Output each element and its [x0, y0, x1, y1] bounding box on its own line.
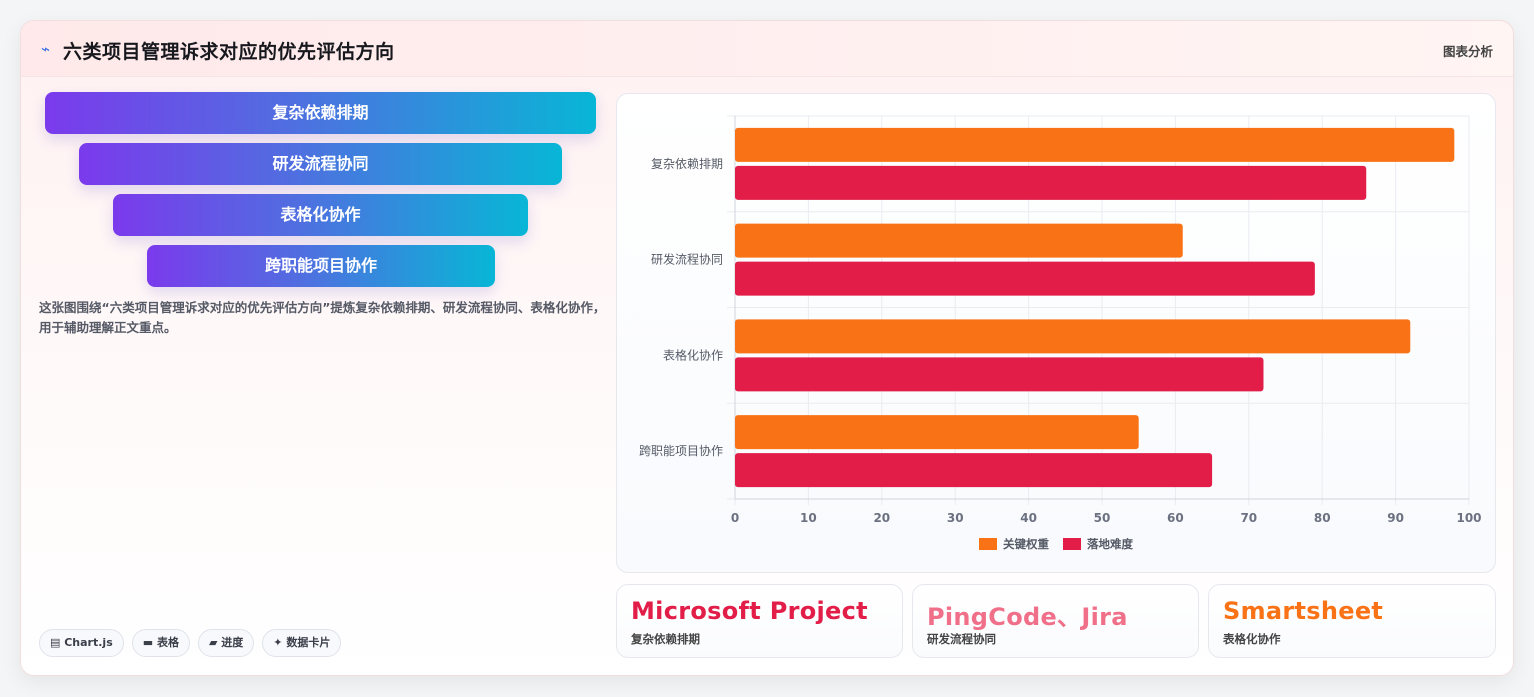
x-tick-label: 90	[1387, 511, 1404, 525]
tag-chartjs[interactable]: ▤ Chart.js	[39, 629, 124, 657]
stat-label: 表格化协作	[1223, 632, 1281, 646]
funnel-level-1: 复杂依赖排期	[45, 92, 596, 134]
legend-swatch	[1063, 538, 1081, 550]
bar-difficulty	[735, 453, 1213, 488]
bar-difficulty	[735, 261, 1315, 296]
x-tick-label: 50	[1094, 511, 1111, 525]
stat-label: 研发流程协同	[927, 632, 996, 646]
tag-list: ▤ Chart.js ▬ 表格 ▰ 进度 ✦ 数据卡片	[39, 629, 342, 657]
x-tick-label: 60	[1167, 511, 1184, 525]
sparkle-icon: ✦	[273, 636, 287, 649]
x-tick-label: 80	[1314, 511, 1331, 525]
y-category-label: 研发流程协同	[651, 252, 723, 267]
legend-label: 关键权重	[1003, 537, 1049, 551]
legend-label: 落地难度	[1087, 537, 1133, 551]
chart-panel: 0 10 20 30 40 50 60 70 80 90 100 复杂依赖排期 研发流程协同表格化协作跨…	[616, 93, 1496, 573]
funnel-level-2: 研发流程协同	[79, 143, 562, 185]
bar-chart: 0 10 20 30 40 50 60 70 80 90 100 复杂依赖排期研发流程协同表格化协作跨…	[639, 115, 1482, 551]
card-header: ⌁ 六类项目管理诉求对应的优先评估方向 图表分析	[21, 21, 1513, 77]
stat-card-1: Microsoft Project 复杂依赖排期	[616, 584, 903, 658]
page-title: 六类项目管理诉求对应的优先评估方向	[63, 41, 395, 63]
stat-value: Microsoft Project	[631, 597, 868, 625]
sparkline-icon: ⌁	[41, 40, 51, 58]
legend-swatch	[979, 538, 997, 550]
bar-key-weight	[735, 223, 1183, 258]
bar-difficulty	[735, 357, 1264, 392]
bar-difficulty	[735, 165, 1367, 200]
stat-label: 复杂依赖排期	[631, 632, 700, 646]
chart-analysis-link[interactable]: 图表分析	[1442, 44, 1493, 59]
x-tick-label: 70	[1240, 511, 1257, 525]
x-tick-label: 20	[873, 511, 890, 525]
y-category-label: 表格化协作	[663, 347, 723, 362]
tag-data-card[interactable]: ✦ 数据卡片	[262, 629, 342, 657]
chart-description: 这张图围绕“六类项目管理诉求对应的优先评估方向”提炼复杂依赖排期、研发流程协同、…	[39, 300, 606, 335]
stat-value: Smartsheet	[1223, 597, 1384, 625]
tag-progress[interactable]: ▰ 进度	[197, 629, 255, 657]
x-tick-label: 10	[800, 511, 817, 525]
funnel-level-4: 跨职能项目协作	[147, 245, 495, 287]
table-icon: ▬	[142, 636, 157, 649]
bar-key-weight	[735, 415, 1139, 450]
stat-value: PingCode、Jira	[927, 603, 1128, 631]
x-tick-label: 0	[731, 511, 739, 525]
x-tick-label: 100	[1456, 511, 1481, 525]
bar-key-weight	[735, 127, 1455, 162]
stat-card-2: PingCode、Jira 研发流程协同	[912, 584, 1199, 658]
x-tick-label: 40	[1020, 511, 1037, 525]
tag-table[interactable]: ▬ 表格	[131, 629, 190, 657]
main-card: ⌁ 六类项目管理诉求对应的优先评估方向 图表分析 复杂依赖排期 研发流程协同 表…	[20, 20, 1514, 676]
x-tick-label: 30	[947, 511, 964, 525]
stat-card-3: Smartsheet 表格化协作	[1208, 584, 1496, 658]
y-category-label: 复杂依赖排期	[651, 156, 723, 171]
funnel-level-3: 表格化协作	[113, 194, 528, 236]
bar-key-weight	[735, 319, 1411, 354]
chart-icon: ▤	[50, 636, 65, 649]
progress-icon: ▰	[208, 636, 222, 649]
y-category-label: 跨职能项目协作	[639, 443, 723, 458]
